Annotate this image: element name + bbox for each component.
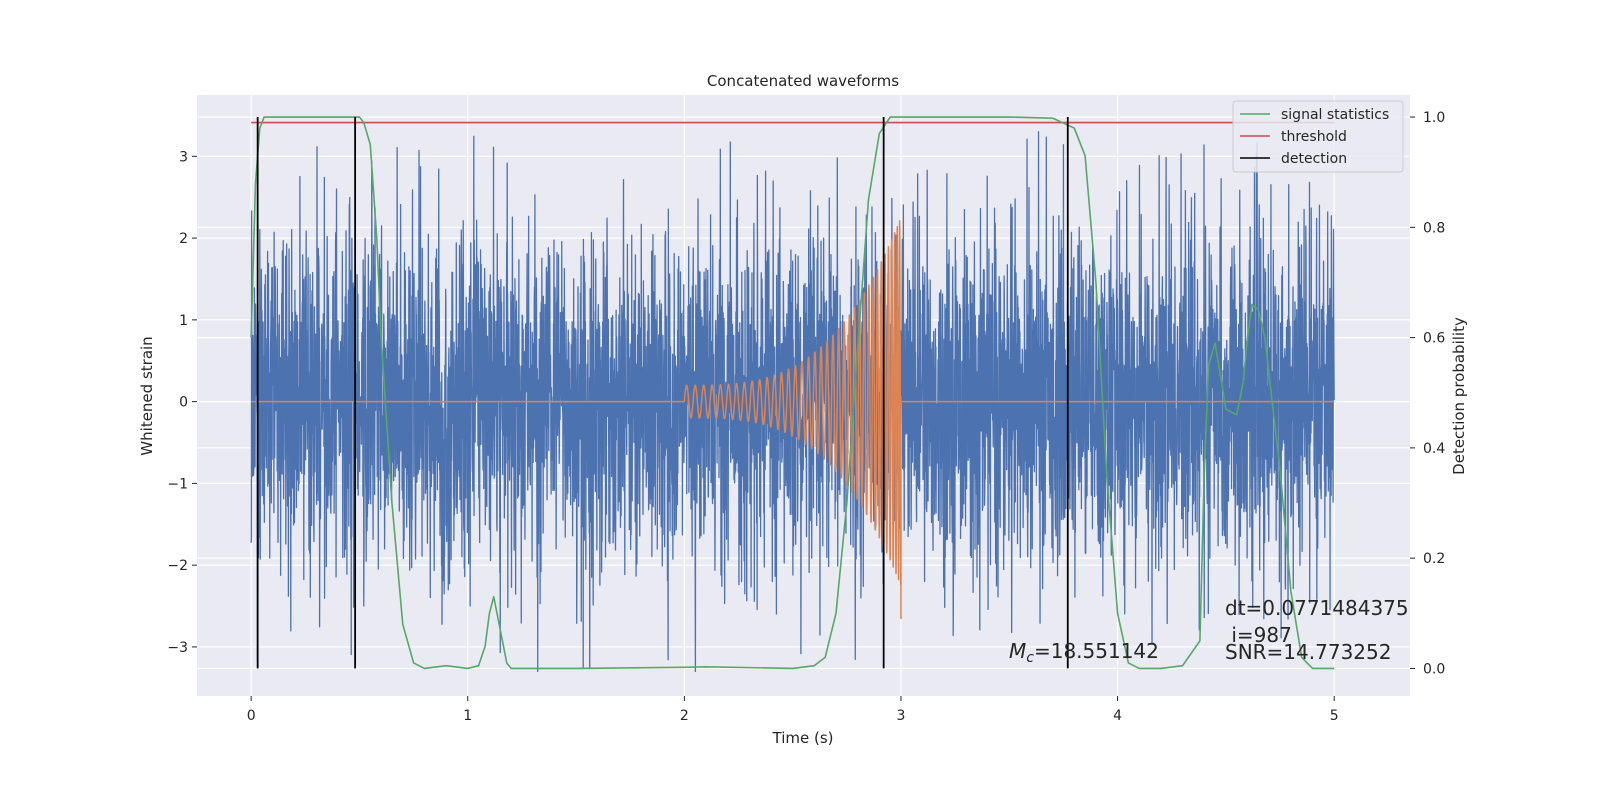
x-tick-label: 2 — [680, 708, 689, 724]
series-signal-statistics — [250, 116, 1335, 670]
annotation-snr: SNR=14.773252 — [1225, 640, 1391, 664]
y2-tick-label: 0.0 — [1423, 661, 1445, 677]
y-tick-label: −1 — [167, 476, 188, 492]
legend-label-detection: detection — [1281, 151, 1347, 167]
annotation-chirp-mass: Mc=18.551142 — [1009, 639, 1159, 666]
y-tick-label: 0 — [179, 395, 188, 411]
data-series — [250, 116, 1335, 673]
y2-tick-label: 0.2 — [1423, 551, 1445, 567]
series-strain-noise — [250, 131, 1335, 673]
y-tick-label: 2 — [179, 231, 188, 247]
x-tick-label: 4 — [1113, 708, 1122, 724]
x-axis-title: Time (s) — [772, 729, 834, 747]
y-tick-label: −3 — [167, 640, 188, 656]
x-tick-label: 5 — [1330, 708, 1339, 724]
y-tick-label: 3 — [179, 149, 188, 165]
y-tick-label: −2 — [167, 558, 188, 574]
axis-ticks: 0 1 2 3 4 5 −3 −2 −1 0 1 2 3 0.0 0.2 0.4 0.6 0.8 1.0 — [167, 110, 1445, 724]
legend: signal statistics threshold detection — [1232, 100, 1404, 173]
legend-label-threshold: threshold — [1281, 129, 1347, 145]
series-chirp-template — [251, 220, 1335, 620]
annotation-index: i=987 — [1225, 623, 1292, 647]
y-tick-label: 1 — [179, 313, 188, 329]
y2-tick-label: 0.6 — [1423, 331, 1445, 347]
y2-tick-label: 1.0 — [1423, 110, 1445, 126]
chirp-mass-value: =18.551142 — [1034, 639, 1159, 663]
annotations: dt=0.0771484375 i=987 SNR=14.773252 Mc=1… — [1009, 596, 1409, 666]
chart-title: Concatenated waveforms — [707, 72, 899, 90]
y2-axis-title: Detection probability — [1450, 317, 1468, 475]
x-tick-label: 1 — [463, 708, 472, 724]
chirp-mass-subscript: c — [1026, 650, 1034, 666]
x-tick-label: 3 — [897, 708, 906, 724]
y-axis-title: Whitened strain — [138, 336, 156, 455]
legend-box — [1232, 100, 1404, 173]
annotation-dt: dt=0.0771484375 — [1225, 596, 1409, 620]
chirp-mass-symbol: M — [1009, 639, 1026, 663]
x-tick-label: 0 — [247, 708, 256, 724]
y2-tick-label: 0.4 — [1423, 441, 1445, 457]
y2-tick-label: 0.8 — [1423, 220, 1445, 236]
legend-label-signal-statistics: signal statistics — [1281, 107, 1389, 123]
